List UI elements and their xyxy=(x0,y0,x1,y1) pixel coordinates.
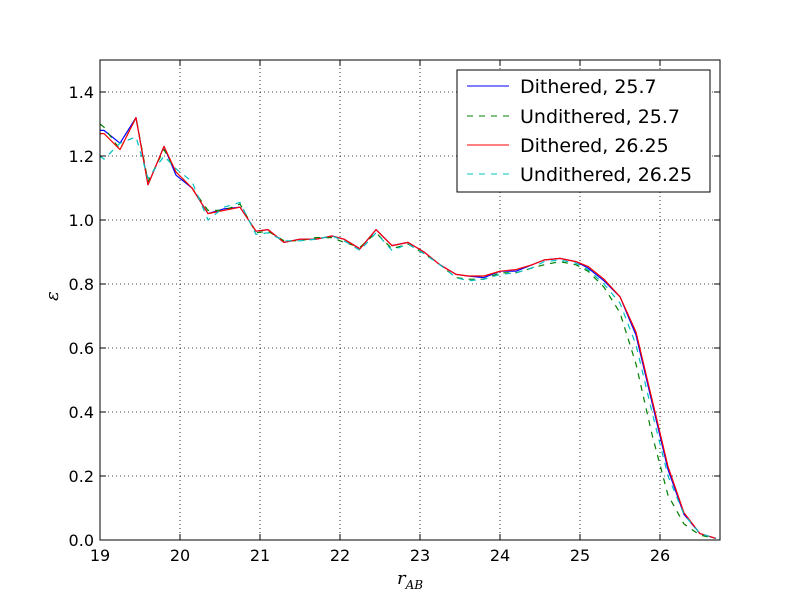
x-axis-label-main: r xyxy=(397,568,407,589)
y-tick-label: 0.4 xyxy=(69,403,94,422)
y-axis-label: ε xyxy=(42,291,63,301)
x-tick-label: 23 xyxy=(410,546,430,565)
y-tick-label: 1.4 xyxy=(69,83,94,102)
series-line-3 xyxy=(99,136,717,539)
series-line-2 xyxy=(100,116,717,539)
x-tick-label: 25 xyxy=(570,546,590,565)
y-tick-label: 0.2 xyxy=(69,467,94,486)
x-tick-label: 22 xyxy=(330,546,350,565)
x-tick-labels: 19 20 21 22 23 24 25 26 xyxy=(90,546,670,565)
y-tick-label: 0.8 xyxy=(69,275,94,294)
legend-label-undithered-26-25: Undithered, 26.25 xyxy=(520,164,692,186)
legend-label-undithered-25-7: Undithered, 25.7 xyxy=(520,106,680,128)
legend-label-dithered-25-7: Dithered, 25.7 xyxy=(520,76,657,98)
x-tick-label: 20 xyxy=(170,546,190,565)
legend-label-dithered-26-25: Dithered, 26.25 xyxy=(520,135,669,157)
x-axis-label: rAB xyxy=(397,568,423,592)
y-tick-label: 0.0 xyxy=(69,531,94,550)
x-tick-label: 24 xyxy=(490,546,510,565)
y-tick-label: 1.0 xyxy=(69,211,94,230)
x-axis-label-subscript: AB xyxy=(405,578,424,592)
legend-box xyxy=(456,69,711,193)
plot-frame xyxy=(99,59,721,541)
x-tick-label: 21 xyxy=(250,546,270,565)
y-tick-label: 1.2 xyxy=(69,147,94,166)
y-tick-label: 0.6 xyxy=(69,339,94,358)
x-tick-label: 26 xyxy=(650,546,670,565)
series-lines xyxy=(99,116,717,539)
x-tick-label: 19 xyxy=(90,546,110,565)
legend: Dithered, 25.7 Undithered, 25.7 Dithered… xyxy=(456,69,711,193)
axis-ticks xyxy=(99,60,720,541)
y-tick-labels: 0.0 0.2 0.4 0.6 0.8 1.0 1.2 1.4 xyxy=(69,83,94,550)
series-line-1 xyxy=(99,116,717,539)
